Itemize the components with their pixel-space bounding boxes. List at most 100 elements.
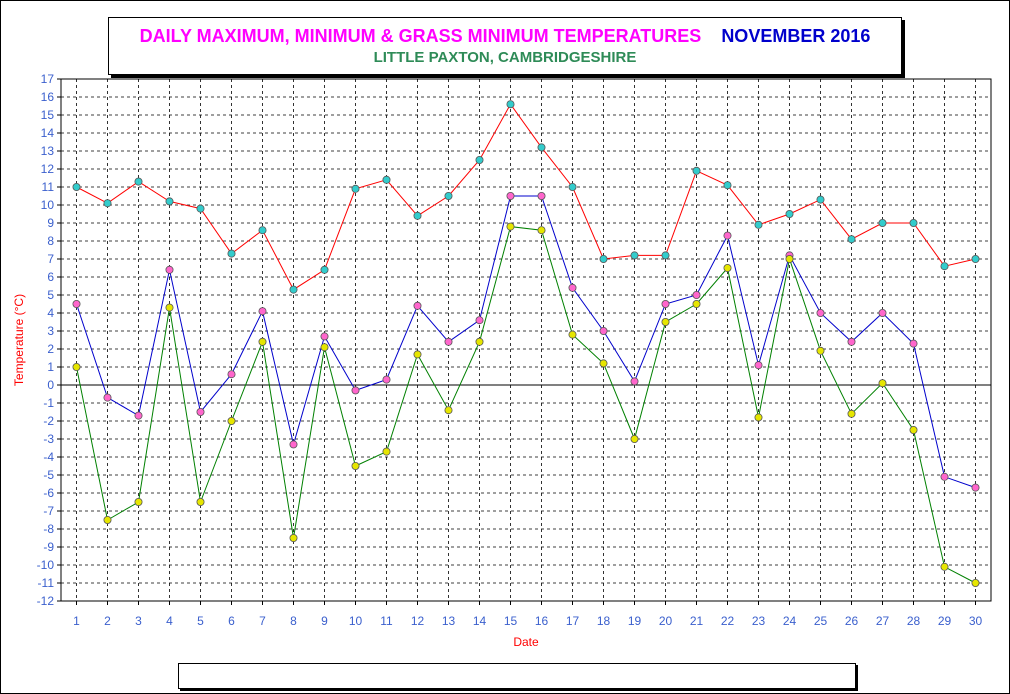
data-point-series-1	[940, 262, 949, 271]
y-tick-label: 1	[47, 360, 54, 374]
data-point-series-3	[909, 425, 918, 434]
x-tick-label: 15	[504, 614, 518, 628]
y-axis-label: Temperature (°C)	[12, 294, 26, 386]
data-point-series-1	[382, 175, 391, 184]
x-tick-label: 2	[104, 614, 111, 628]
data-point-series-2	[134, 411, 143, 420]
data-point-series-1	[258, 226, 267, 235]
data-point-series-3	[413, 350, 422, 359]
data-point-series-2	[661, 299, 670, 308]
x-tick-label: 9	[321, 614, 328, 628]
data-point-series-2	[289, 440, 298, 449]
x-tick-label: 8	[290, 614, 297, 628]
data-point-series-3	[351, 461, 360, 470]
data-point-series-3	[227, 416, 236, 425]
x-tick-label: 27	[876, 614, 890, 628]
x-tick-label: 29	[938, 614, 952, 628]
y-tick-label: -3	[43, 432, 54, 446]
y-tick-label: -2	[43, 414, 54, 428]
y-tick-label: -8	[43, 522, 54, 536]
x-tick-label: 7	[259, 614, 266, 628]
y-tick-label: -9	[43, 540, 54, 554]
data-point-series-1	[878, 218, 887, 227]
data-point-series-3	[320, 343, 329, 352]
y-tick-label: -5	[43, 468, 54, 482]
plot-area	[60, 78, 992, 602]
data-point-series-1	[320, 265, 329, 274]
data-point-series-1	[599, 254, 608, 263]
x-tick-label: 25	[814, 614, 828, 628]
data-point-series-2	[971, 483, 980, 492]
data-point-series-3	[754, 413, 763, 422]
data-point-series-1	[506, 100, 515, 109]
data-point-series-3	[971, 579, 980, 588]
x-tick-label: 20	[659, 614, 673, 628]
data-point-series-1	[785, 209, 794, 218]
data-point-series-2	[630, 377, 639, 386]
data-point-series-2	[847, 337, 856, 346]
data-point-series-1	[723, 181, 732, 190]
y-tick-label: 12	[41, 162, 55, 176]
data-point-series-2	[320, 332, 329, 341]
data-point-series-3	[382, 447, 391, 456]
data-point-series-3	[165, 303, 174, 312]
data-point-series-1	[568, 182, 577, 191]
data-point-series-2	[382, 375, 391, 384]
series-line-3	[76, 226, 976, 584]
data-point-series-2	[258, 307, 267, 316]
data-point-series-3	[847, 409, 856, 418]
data-point-series-3	[289, 534, 298, 543]
data-point-series-3	[661, 317, 670, 326]
data-point-series-3	[599, 359, 608, 368]
x-tick-label: 12	[411, 614, 425, 628]
data-point-series-2	[692, 290, 701, 299]
y-tick-label: 7	[47, 252, 54, 266]
data-point-series-1	[909, 218, 918, 227]
x-tick-label: 22	[721, 614, 735, 628]
y-tick-label: -7	[43, 504, 54, 518]
y-tick-label: 3	[47, 324, 54, 338]
data-point-series-1	[165, 197, 174, 206]
data-point-series-3	[568, 330, 577, 339]
y-tick-label: -10	[37, 558, 55, 572]
data-point-series-3	[940, 562, 949, 571]
data-point-series-1	[289, 285, 298, 294]
data-point-series-1	[630, 251, 639, 260]
data-point-series-2	[103, 393, 112, 402]
data-point-series-2	[754, 361, 763, 370]
data-point-series-3	[475, 337, 484, 346]
data-point-series-3	[692, 299, 701, 308]
x-tick-label: 5	[197, 614, 204, 628]
y-tick-label: 11	[42, 180, 55, 194]
data-point-series-2	[165, 265, 174, 274]
y-tick-label: -1	[43, 396, 54, 410]
chart-title-box: DAILY MAXIMUM, MINIMUM & GRASS MINIMUM T…	[108, 17, 902, 75]
data-point-series-3	[816, 346, 825, 355]
data-point-series-1	[413, 211, 422, 220]
data-point-series-3	[785, 254, 794, 263]
y-tick-label: 4	[47, 306, 54, 320]
data-point-series-1	[444, 191, 453, 200]
y-tick-label: 2	[47, 342, 54, 356]
legend	[178, 663, 856, 689]
data-point-series-2	[475, 316, 484, 325]
x-tick-label: 10	[349, 614, 363, 628]
data-point-series-2	[227, 370, 236, 379]
x-tick-label: 19	[628, 614, 642, 628]
chart-title: DAILY MAXIMUM, MINIMUM & GRASS MINIMUM T…	[109, 26, 901, 47]
x-tick-label: 3	[135, 614, 142, 628]
data-point-series-3	[103, 516, 112, 525]
x-axis-label: Date	[513, 635, 539, 649]
x-tick-label: 28	[907, 614, 921, 628]
data-point-series-2	[196, 407, 205, 416]
data-point-series-1	[537, 143, 546, 152]
data-point-series-2	[413, 301, 422, 310]
data-point-series-3	[72, 362, 81, 371]
data-point-series-3	[134, 497, 143, 506]
data-point-series-1	[661, 251, 670, 260]
data-point-series-1	[72, 182, 81, 191]
x-tick-label: 6	[228, 614, 235, 628]
x-tick-label: 24	[783, 614, 797, 628]
y-tick-label: -11	[38, 576, 55, 590]
data-point-series-1	[692, 166, 701, 175]
